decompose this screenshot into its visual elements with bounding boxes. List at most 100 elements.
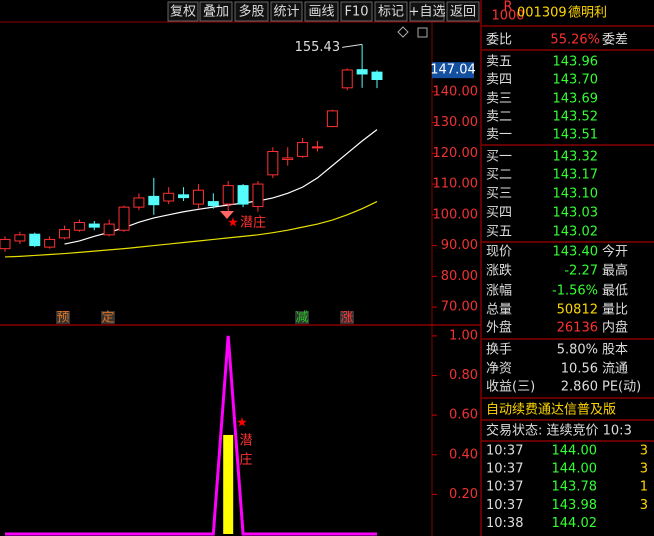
toolbar-button-label[interactable]: 标记 <box>378 5 404 20</box>
sell-price: 143.96 <box>553 55 599 70</box>
candle-body <box>237 185 249 205</box>
tick-time: 10:37 <box>486 444 523 459</box>
indicator-bar <box>223 434 234 534</box>
badge: 1000 <box>491 9 524 24</box>
candle-body <box>282 157 294 160</box>
stat-value: 2.860 <box>561 380 598 395</box>
stat-label: 流通 <box>602 362 628 377</box>
toolbar-button[interactable] <box>409 1 445 22</box>
ma-yellow <box>4 201 378 258</box>
y-tick-label: 0.60 <box>449 408 478 423</box>
buy-label: 买二 <box>486 168 512 183</box>
tick-price: 143.98 <box>552 498 598 513</box>
candle-body <box>73 222 85 231</box>
stat-label: 量比 <box>602 303 628 318</box>
value: 55.26% <box>550 33 600 48</box>
toolbar-button-label[interactable]: 画线 <box>308 5 334 20</box>
candle-body <box>14 234 26 242</box>
candle-body <box>356 69 368 75</box>
tick-volume: 3 <box>640 498 648 513</box>
toolbar-button[interactable] <box>340 1 373 22</box>
stat-label: 净资 <box>486 362 512 377</box>
stat-label: 涨跌 <box>486 263 512 279</box>
candle-body <box>222 185 234 205</box>
toolbar-button[interactable] <box>446 1 480 22</box>
high-arrow <box>342 43 363 48</box>
toolbar-button-label[interactable]: 返回 <box>450 5 476 20</box>
y-tick-label: 110.00 <box>433 177 479 192</box>
ma-white <box>64 129 378 245</box>
stat-label: 股本 <box>602 343 628 358</box>
toolbar-button[interactable] <box>374 1 408 22</box>
signal-box <box>340 311 354 324</box>
signal-box <box>101 311 115 324</box>
y-tick-label: 0.80 <box>449 368 478 383</box>
toolbar-button-label[interactable]: 多股 <box>238 4 264 20</box>
y-tick-label: 0.40 <box>449 447 478 462</box>
indicator-line <box>5 335 377 536</box>
stat-label: 现价 <box>486 245 512 260</box>
stat-label: 收益(三) <box>486 380 535 395</box>
annotation: 庄 <box>239 452 252 468</box>
tick-time: 10:38 <box>486 516 523 531</box>
y-tick-label: 140.00 <box>433 84 479 99</box>
sell-label: 卖二 <box>486 110 512 125</box>
candle-body <box>103 223 115 236</box>
y-tick-label: 70.00 <box>441 300 478 315</box>
signal: 预 <box>56 311 69 326</box>
toolbar-button-label[interactable]: 叠加 <box>203 5 229 20</box>
signal-box <box>295 311 309 324</box>
sell-label: 卖五 <box>486 55 512 70</box>
candle-body <box>297 142 309 157</box>
tick-price: 144.00 <box>552 444 598 459</box>
stock-name: 德明利 <box>568 6 607 21</box>
last-price-label: 147.04 <box>430 63 476 78</box>
stat-value: -2.27 <box>564 264 598 279</box>
stat-label: 外盘 <box>486 320 512 336</box>
star: ★ <box>227 216 239 231</box>
last-price-box <box>432 62 474 79</box>
icon-diamond[interactable] <box>397 26 409 38</box>
toolbar-button-label[interactable]: F10 <box>344 5 368 20</box>
toolbar-button[interactable] <box>270 1 303 22</box>
candle-body <box>326 110 338 128</box>
candle-body <box>341 69 353 89</box>
candle-body <box>44 238 56 248</box>
stat-label: 内盘 <box>602 320 628 336</box>
trade-status: 交易状态: 连续竞价 10:3 <box>486 423 632 439</box>
toolbar-button-label[interactable]: 统计 <box>273 5 299 20</box>
candle-body <box>192 189 204 205</box>
toolbar-button[interactable] <box>234 1 269 22</box>
candle-body <box>207 201 219 207</box>
toolbar-button[interactable] <box>304 1 339 22</box>
stat-value: 143.40 <box>553 245 599 260</box>
signal-box <box>56 311 70 324</box>
candle-body <box>311 146 323 149</box>
signal: 减 <box>295 311 308 326</box>
icon-box[interactable] <box>417 27 428 38</box>
annotation: 潜 <box>239 434 252 449</box>
banner: 自动续费通达信普及版 <box>486 403 616 418</box>
sell-price: 143.52 <box>553 110 599 125</box>
y-tick-label: 80.00 <box>441 269 478 284</box>
toolbar-button[interactable] <box>199 1 233 22</box>
tick-time: 10:37 <box>486 462 523 477</box>
tick-price: 143.78 <box>552 480 598 495</box>
y-tick-label: 100.00 <box>433 207 479 222</box>
toolbar-button-label[interactable]: +自选 <box>409 5 446 20</box>
candle-body <box>252 183 264 208</box>
stat-label: 今开 <box>602 244 628 260</box>
annotation: 潜庄 <box>240 215 266 231</box>
stat-value: 50812 <box>557 303 598 318</box>
high-label: 155.43 <box>295 40 341 55</box>
toolbar-button-label[interactable]: 复权 <box>170 4 196 20</box>
candle-body <box>163 192 175 202</box>
label: 委比 <box>486 33 512 48</box>
star: ★ <box>236 416 248 431</box>
buy-price: 143.03 <box>553 206 599 221</box>
toolbar-button[interactable] <box>167 1 199 22</box>
stat-label: 最高 <box>602 263 628 279</box>
sell-label: 卖一 <box>486 128 512 143</box>
buy-label: 买五 <box>486 225 512 240</box>
